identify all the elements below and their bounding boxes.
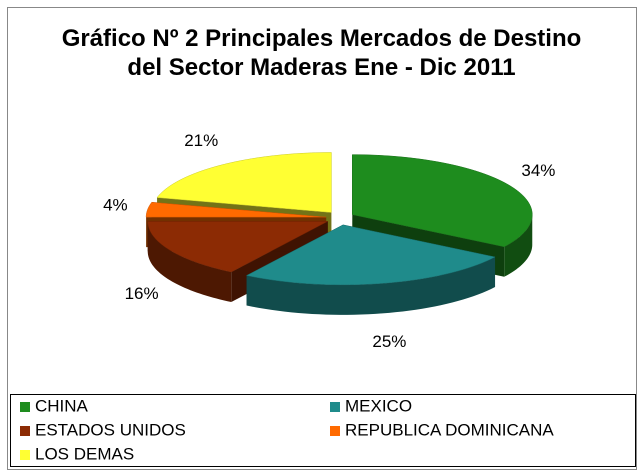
slice: [145, 201, 327, 218]
legend-label: REPUBLICA DOMINICANA: [345, 420, 554, 439]
legend-swatch: [20, 402, 30, 412]
slice: [156, 152, 332, 213]
slice: [352, 154, 533, 248]
legend-swatch: [20, 426, 30, 436]
slice-side: [504, 214, 533, 277]
legend-swatch: [330, 402, 340, 412]
legend-label: MEXICO: [345, 396, 412, 415]
data-label: 16%: [125, 284, 159, 303]
legend: CHINA MEXICO ESTADOS UNIDOS REPUBLICA DOMIN…: [20, 396, 554, 463]
legend-box: [10, 394, 636, 467]
chart-title: Gráfico Nº 2 Principales Mercados de Des…: [61, 25, 582, 81]
legend-label: ESTADOS UNIDOS: [35, 420, 186, 439]
slice-side: [246, 256, 496, 315]
slice: [245, 224, 496, 286]
legend-swatch: [20, 450, 30, 460]
data-label: 4%: [103, 195, 128, 214]
legend-label: LOS DEMAS: [35, 444, 134, 463]
pie: 34% 25% 16% 4% 21%: [103, 131, 555, 351]
legend-label: CHINA: [35, 396, 89, 415]
data-label: 34%: [521, 161, 555, 180]
legend-swatch: [330, 426, 340, 436]
slice-side: [147, 221, 232, 303]
data-label: 21%: [184, 131, 218, 150]
data-label: 25%: [372, 332, 406, 351]
slice: [147, 221, 328, 273]
